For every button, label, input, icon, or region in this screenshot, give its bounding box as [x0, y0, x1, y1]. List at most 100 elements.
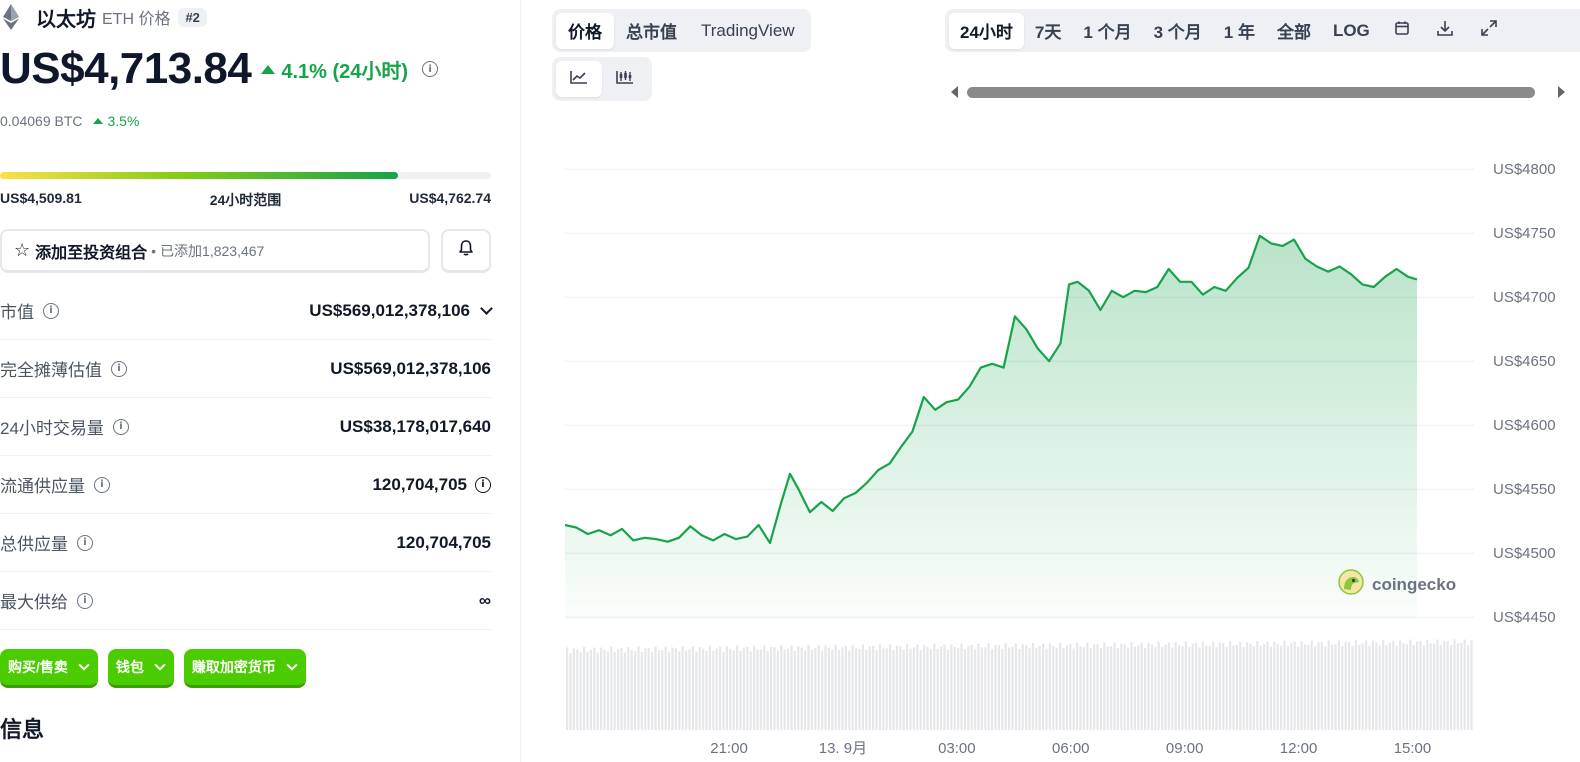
stat-value-text: ∞ [478, 590, 491, 610]
chart-metric-tabs: 价格 总市值 TradingView [552, 9, 811, 52]
range-tab[interactable]: LOG [1332, 20, 1370, 40]
volume-bar [1293, 641, 1296, 730]
volume-bar [909, 648, 912, 730]
volume-bar [617, 649, 620, 730]
info-icon[interactable]: i [77, 534, 93, 551]
volume-bar [1375, 642, 1378, 730]
volume-bar [926, 646, 929, 730]
volume-bar [851, 644, 854, 730]
y-tick-label: US$4750 [1493, 225, 1556, 242]
stat-row: 24小时交易量 i US$38,178,017,640 [0, 398, 491, 456]
expand-button[interactable] [1467, 13, 1511, 49]
price-alert-button[interactable] [441, 229, 491, 273]
metric-tab[interactable]: 总市值 [626, 23, 677, 42]
volume-bar [603, 649, 606, 730]
volume-bar [630, 650, 633, 730]
volume-bar [678, 651, 681, 730]
chart-range-tabs: 24小时 7天 1 个月 3 个月 1 年 全部 LOG [945, 9, 1580, 52]
stat-label-text: 最大供给 [0, 593, 68, 612]
volume-bar [882, 648, 885, 730]
info-icon[interactable]: i [94, 476, 110, 493]
scroll-left-icon[interactable] [951, 86, 958, 98]
info-icon[interactable]: i [77, 592, 93, 609]
chevron-down-icon[interactable] [480, 301, 493, 315]
stat-label: 最大供给 i [0, 588, 93, 613]
volume-bar [987, 643, 990, 730]
range-tab[interactable]: 7天 [1034, 23, 1062, 42]
volume-bar [793, 650, 796, 730]
info-icon[interactable]: i [111, 360, 127, 377]
stat-row: 最大供给 i ∞ [0, 572, 491, 630]
metric-tab[interactable]: TradingView [701, 20, 795, 40]
price-chart[interactable]: US$4800 US$4750 US$4700 US$4650 US$4600 US$45… [545, 150, 1580, 762]
volume-bar [671, 647, 674, 730]
price-change-text: 4.1% (24小时) [281, 60, 409, 83]
volume-bar [1052, 645, 1055, 730]
volume-bar [1392, 640, 1395, 730]
volume-bar [1218, 643, 1221, 730]
range-tab[interactable]: 24小时 [949, 12, 1024, 49]
coin-subtitle: ETH 价格 [102, 11, 171, 28]
range-24h-bar [0, 172, 491, 179]
volume-bar [1076, 642, 1079, 730]
volume-bar [1416, 641, 1419, 730]
volume-bar [1133, 646, 1136, 730]
volume-bar [712, 650, 715, 730]
volume-bar [1467, 645, 1470, 730]
action-button-label: 赚取加密货币 [191, 659, 276, 675]
calendar-icon [1394, 20, 1410, 41]
volume-bar [640, 651, 643, 730]
volume-bar [834, 644, 837, 730]
volume-bar [1429, 643, 1432, 730]
current-price: US$4,713.84 [0, 44, 252, 93]
volume-bar [1004, 643, 1007, 730]
stat-value: US$569,012,378,106 [330, 359, 491, 379]
volume-bar [674, 648, 677, 730]
candlestick-tab[interactable] [602, 61, 648, 97]
info-icon[interactable]: i [475, 476, 491, 493]
volume-bar [1038, 645, 1041, 730]
action-button[interactable]: 赚取加密货币 [183, 649, 306, 688]
add-to-portfolio-button[interactable]: ☆ 添加至投资组合 • 已添加1,823,467 [0, 229, 430, 273]
info-icon[interactable]: i [112, 418, 129, 435]
volume-bar [1028, 648, 1031, 730]
volume-bar [916, 644, 919, 730]
range-tab[interactable]: 全部 [1276, 23, 1311, 42]
volume-bar [974, 649, 977, 730]
volume-bar [1320, 642, 1323, 730]
line-chart-tab[interactable] [556, 61, 602, 97]
range-tab[interactable]: 1 个月 [1083, 23, 1132, 42]
x-tick-label: 13. 9月 [819, 740, 867, 757]
volume-bar [824, 645, 827, 730]
info-icon[interactable]: i [422, 61, 439, 77]
metric-tab[interactable]: 价格 [556, 12, 614, 49]
download-button[interactable] [1423, 13, 1467, 49]
volume-bar [1450, 644, 1453, 730]
volume-bar [1470, 640, 1473, 730]
volume-bar [1409, 639, 1412, 730]
action-button[interactable]: 钱包 [107, 649, 174, 688]
info-icon[interactable]: i [43, 302, 59, 319]
range-low: US$4,509.81 [0, 190, 82, 206]
action-button[interactable]: 购买/售卖 [0, 649, 98, 688]
stat-row: 流通供应量 i 120,704,705 i [0, 456, 491, 514]
volume-bar [1235, 644, 1238, 730]
volume-bar [980, 647, 983, 730]
volume-bar [875, 650, 878, 730]
scrollbar-thumb[interactable] [967, 87, 1535, 98]
scroll-right-icon[interactable] [1558, 86, 1565, 98]
range-tab[interactable]: 1 年 [1223, 23, 1255, 42]
line-chart-icon [569, 69, 589, 90]
volume-bar [1460, 642, 1463, 730]
stat-label: 流通供应量 i [0, 472, 110, 497]
btc-price: 0.04069 BTC [0, 113, 83, 129]
volume-bar [950, 644, 953, 730]
chart-type-tabs [552, 57, 652, 101]
volume-bar [790, 645, 793, 730]
calendar-button[interactable] [1381, 13, 1423, 49]
y-tick-label: US$4500 [1493, 545, 1556, 562]
volume-bar [770, 646, 773, 730]
chart-scrollbar[interactable] [945, 82, 1580, 102]
range-tab[interactable]: 3 个月 [1153, 23, 1202, 42]
volume-bar [695, 651, 698, 730]
